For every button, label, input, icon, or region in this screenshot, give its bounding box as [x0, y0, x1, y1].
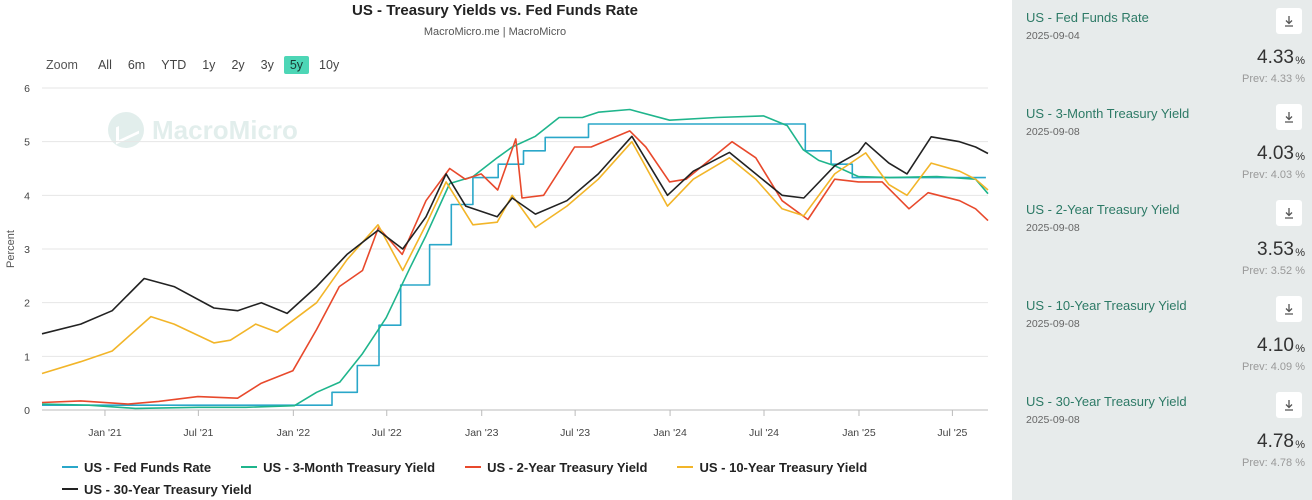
series-line-30y [41, 135, 989, 335]
card-title: US - Fed Funds Rate [1026, 10, 1149, 25]
card-unit: % [1295, 439, 1305, 451]
card-value: 4.03 [1257, 143, 1294, 164]
card-unit: % [1295, 151, 1305, 163]
card-unit: % [1295, 247, 1305, 259]
series-line-10y [41, 140, 989, 375]
line-chart[interactable]: 0 1 2 3 4 5 6 Percent Jan '21 Jul '21 Jan '22 Jul '… [0, 0, 1000, 455]
y-tick-label: 3 [24, 244, 30, 256]
x-tick-label: Jul '21 [183, 427, 213, 439]
legend-swatch [62, 488, 78, 490]
legend-swatch [62, 466, 78, 468]
x-tick-label: Jan '24 [653, 427, 687, 439]
legend-swatch [465, 466, 482, 468]
legend-item-fed-funds[interactable]: US - Fed Funds Rate [62, 456, 211, 478]
legend-swatch [241, 466, 258, 468]
legend-item-2y[interactable]: US - 2-Year Treasury Yield [465, 456, 647, 478]
x-tick-label: Jul '25 [937, 427, 967, 439]
series-line-2y [41, 130, 989, 405]
x-tick-label: Jan '21 [88, 427, 122, 439]
card-10y: US - 10-Year Treasury Yield 2025-09-08 4… [1012, 288, 1312, 384]
card-title: US - 2-Year Treasury Yield [1026, 202, 1180, 217]
card-prev: Prev: 4.78 % [1242, 457, 1305, 469]
zoom-all-button[interactable]: All [97, 58, 112, 72]
download-icon [1285, 400, 1293, 411]
card-prev: Prev: 4.09 % [1242, 361, 1305, 373]
download-icon [1285, 208, 1293, 219]
zoom-bar: Zoom All 6m YTD 1y 2y 3y 5y 10y [46, 56, 349, 74]
y-tick-label: 0 [24, 405, 30, 417]
card-title: US - 30-Year Treasury Yield [1026, 394, 1187, 409]
card-title: US - 3-Month Treasury Yield [1026, 106, 1190, 121]
card-fed-funds: US - Fed Funds Rate 2025-09-04 4.33 % Pr… [1012, 0, 1312, 96]
card-date: 2025-09-08 [1026, 318, 1080, 330]
series-line-3m [41, 108, 989, 410]
zoom-1y-button[interactable]: 1y [202, 58, 216, 72]
series-line-fed-funds [42, 123, 986, 406]
card-date: 2025-09-08 [1026, 414, 1080, 426]
legend: US - Fed Funds Rate US - 3-Month Treasur… [62, 456, 992, 500]
download-icon [1285, 304, 1293, 315]
download-button[interactable] [1276, 296, 1302, 322]
x-tick-label: Jan '25 [842, 427, 876, 439]
x-tick-label: Jan '23 [465, 427, 499, 439]
y-tick-label: 1 [24, 351, 30, 363]
y-tick-label: 5 [24, 137, 30, 149]
y-tick-label: 2 [24, 298, 30, 310]
download-icon [1285, 112, 1293, 123]
zoom-ytd-button[interactable]: YTD [161, 58, 187, 72]
card-value: 4.33 [1257, 47, 1294, 68]
x-tick-label: Jul '22 [372, 427, 402, 439]
card-date: 2025-09-04 [1026, 30, 1080, 42]
zoom-label: Zoom [46, 58, 78, 72]
legend-label: US - 30-Year Treasury Yield [84, 481, 252, 497]
zoom-3y-button[interactable]: 3y [260, 58, 274, 72]
legend-label: US - 10-Year Treasury Yield [699, 459, 868, 475]
card-unit: % [1295, 55, 1305, 67]
zoom-2y-button[interactable]: 2y [231, 58, 245, 72]
x-tick-label: Jul '23 [560, 427, 590, 439]
chart-area: US - Treasury Yields vs. Fed Funds Rate … [0, 0, 1010, 500]
legend-item-30y[interactable]: US - 30-Year Treasury Yield [62, 478, 252, 500]
y-tick-label: 4 [24, 190, 30, 202]
x-tick-label: Jul '24 [749, 427, 779, 439]
card-value: 4.78 [1257, 431, 1294, 452]
download-icon [1285, 16, 1293, 27]
legend-label: US - 3-Month Treasury Yield [263, 459, 436, 475]
card-title: US - 10-Year Treasury Yield [1026, 298, 1187, 313]
download-button[interactable] [1276, 200, 1302, 226]
sidebar: US - Fed Funds Rate 2025-09-04 4.33 % Pr… [1012, 0, 1312, 500]
card-unit: % [1295, 343, 1305, 355]
card-date: 2025-09-08 [1026, 222, 1080, 234]
zoom-6m-button[interactable]: 6m [127, 58, 146, 72]
card-prev: Prev: 3.52 % [1242, 265, 1305, 277]
card-value: 3.53 [1257, 239, 1294, 260]
card-date: 2025-09-08 [1026, 126, 1080, 138]
download-button[interactable] [1276, 392, 1302, 418]
download-button[interactable] [1276, 8, 1302, 34]
legend-item-10y[interactable]: US - 10-Year Treasury Yield [677, 456, 867, 478]
legend-item-3m[interactable]: US - 3-Month Treasury Yield [241, 456, 435, 478]
chart-title: US - Treasury Yields vs. Fed Funds Rate [352, 2, 638, 19]
chart-subtitle: MacroMicro.me | MacroMicro [423, 26, 567, 38]
zoom-5y-button[interactable]: 5y [283, 56, 310, 74]
card-prev: Prev: 4.33 % [1242, 73, 1305, 85]
legend-label: US - Fed Funds Rate [84, 459, 212, 475]
card-value: 4.10 [1257, 335, 1294, 356]
legend-label: US - 2-Year Treasury Yield [487, 459, 648, 475]
y-tick-label: 6 [24, 83, 30, 95]
card-prev: Prev: 4.03 % [1242, 169, 1305, 181]
download-button[interactable] [1276, 104, 1302, 130]
x-tick-label: Jan '22 [277, 427, 311, 439]
card-3m: US - 3-Month Treasury Yield 2025-09-08 4… [1012, 96, 1312, 192]
y-axis-title: Percent [5, 230, 17, 268]
legend-swatch [677, 466, 694, 468]
card-2y: US - 2-Year Treasury Yield 2025-09-08 3.… [1012, 192, 1312, 288]
zoom-10y-button[interactable]: 10y [319, 58, 340, 72]
card-30y: US - 30-Year Treasury Yield 2025-09-08 4… [1012, 384, 1312, 480]
